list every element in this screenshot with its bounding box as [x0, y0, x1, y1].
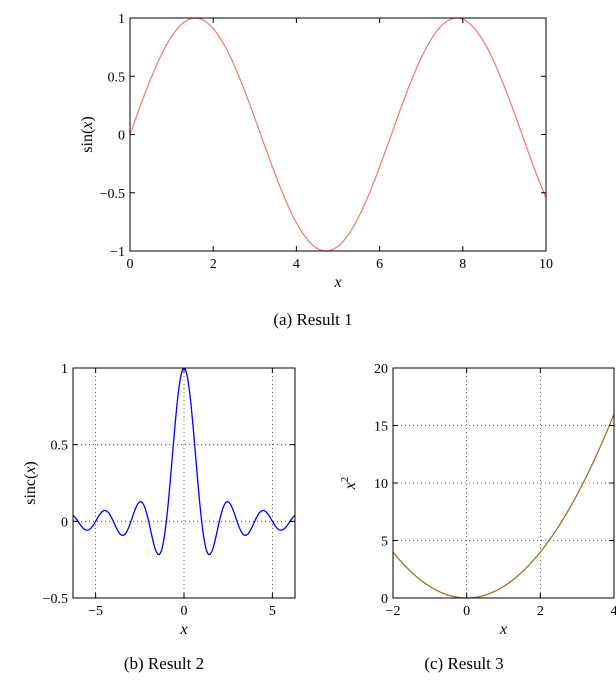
x-tick-label-a-5: 10: [539, 257, 553, 272]
y-tick-label-c-2: 10: [374, 477, 388, 492]
x-tick-label-a-3: 6: [376, 257, 383, 272]
x-axis-label-b: x: [179, 621, 187, 638]
caption-c: (c) Result 3: [424, 654, 503, 673]
x-tick-label-c-2: 2: [537, 604, 544, 619]
y-tick-label-b-1: 0: [61, 515, 68, 530]
plot-frame-b: [72, 367, 296, 599]
x-axis-label-a: x: [333, 274, 341, 291]
x-tick-label-b-2: 5: [269, 604, 276, 619]
y-tick-label-a-4: 1: [118, 12, 125, 27]
x-tick-label-a-1: 2: [210, 257, 217, 272]
panel-b-sinc: −5 0 5 −0.5 0 0.5 1 x sinc(x): [22, 362, 296, 638]
x-tick-label-c-0: −2: [386, 604, 401, 619]
y-tick-label-c-4: 20: [374, 362, 388, 377]
y-tick-label-c-1: 5: [381, 535, 388, 550]
x-tick-label-a-4: 8: [459, 257, 466, 272]
x-tick-label-a-2: 4: [293, 257, 300, 272]
caption-b: (b) Result 2: [124, 654, 204, 673]
series-line-c: [392, 413, 615, 599]
y-tick-label-c-3: 15: [374, 420, 388, 435]
x-tick-label-c-1: 0: [463, 604, 470, 619]
y-tick-label-a-3: 0.5: [108, 70, 126, 85]
x-tick-label-a-0: 0: [127, 257, 134, 272]
y-tick-label-b-3: 1: [61, 362, 68, 377]
plot-frame-c: [392, 367, 615, 599]
x-tick-label-b-1: 0: [181, 604, 188, 619]
y-axis-label-a: sin(x): [79, 116, 96, 152]
panel-a-sin: 0 2 4 6 8 10 −1 −0.5 0 0.5 1 x sin(x): [79, 12, 553, 291]
y-tick-label-b-0: −0.5: [43, 592, 68, 607]
y-axis-label-b: sinc(x): [22, 461, 39, 505]
series-line-b: [72, 367, 296, 556]
x-tick-label-c-3: 4: [611, 604, 616, 619]
y-tick-label-a-1: −0.5: [100, 187, 125, 202]
plot-frame-a: [129, 17, 547, 252]
caption-a: (a) Result 1: [273, 310, 352, 329]
x-tick-label-b-0: −5: [88, 604, 103, 619]
y-tick-label-a-2: 0: [118, 129, 125, 144]
y-axis-label-c: x2: [339, 477, 359, 491]
series-line-a: [129, 17, 547, 252]
y-tick-label-c-0: 0: [381, 592, 388, 607]
y-tick-label-a-0: −1: [110, 245, 125, 260]
y-tick-label-b-2: 0.5: [51, 439, 69, 454]
x-axis-label-c: x: [499, 621, 507, 638]
